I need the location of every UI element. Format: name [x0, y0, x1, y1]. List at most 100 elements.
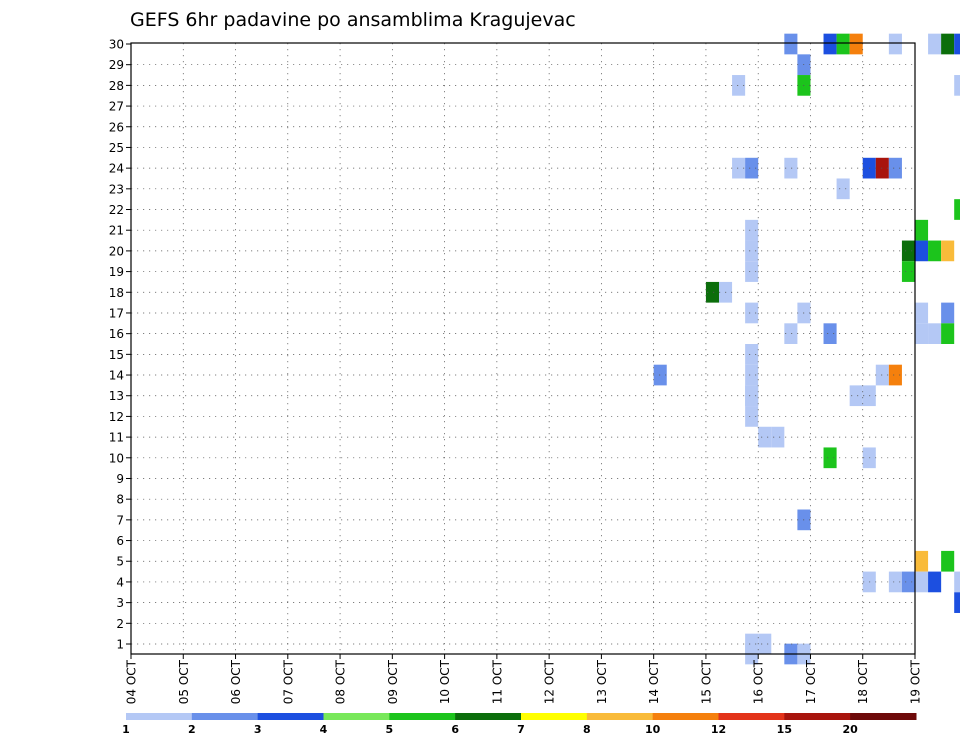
y-tick-label: 28: [109, 79, 124, 93]
precip-cell: [941, 550, 955, 572]
x-tick-label: 17 OCT: [804, 659, 818, 704]
data-cells: [653, 33, 960, 665]
precip-cell: [954, 199, 960, 220]
y-tick-label: 11: [109, 431, 124, 445]
precip-cell: [745, 406, 759, 427]
grid-lines: [131, 43, 915, 654]
precip-cell: [732, 157, 746, 179]
precip-cell: [784, 157, 798, 179]
x-tick-label: 18 OCT: [856, 659, 870, 704]
y-tick-label: 10: [109, 451, 124, 465]
y-tick-label: 8: [116, 493, 124, 507]
precip-cell: [784, 323, 798, 344]
y-tick-label: 21: [109, 224, 124, 238]
colorbar-swatch: [257, 713, 324, 720]
precip-cell: [954, 592, 960, 613]
x-tick-label: 12 OCT: [543, 659, 557, 704]
precip-cell: [849, 385, 863, 407]
precip-cell: [758, 426, 772, 448]
y-tick-label: 24: [109, 162, 124, 176]
precip-cell: [653, 364, 667, 386]
precip-cell: [745, 364, 759, 386]
precip-cell: [836, 178, 850, 200]
precip-cell: [745, 302, 759, 324]
colorbar-label: 12: [711, 723, 726, 736]
precip-cell: [954, 33, 960, 55]
x-tick-label: 10 OCT: [438, 659, 452, 704]
precip-cell: [705, 281, 719, 303]
x-tick-label: 16 OCT: [752, 659, 766, 704]
colorbar-swatch: [191, 713, 259, 720]
colorbar-label: 8: [583, 723, 591, 736]
x-tick-label: 15 OCT: [699, 659, 713, 704]
x-tick-label: 19 OCT: [909, 659, 923, 704]
colorbar-label: 6: [451, 723, 459, 736]
x-tick-label: 09 OCT: [386, 659, 400, 704]
precip-cell: [941, 240, 955, 262]
x-tick-label: 13 OCT: [595, 659, 609, 704]
precip-cell: [915, 323, 929, 344]
y-tick-label: 30: [109, 38, 124, 52]
x-tick-label: 14 OCT: [647, 659, 661, 704]
y-tick-label: 29: [109, 58, 124, 72]
colorbar-label: 7: [517, 723, 525, 736]
colorbar-swatch: [586, 713, 654, 720]
y-tick-label: 4: [116, 575, 124, 589]
precip-cell: [784, 33, 798, 55]
x-tick-label: 11 OCT: [490, 659, 504, 704]
precip-cell: [745, 261, 759, 282]
precip-cell: [823, 447, 837, 469]
y-tick-label: 12: [109, 410, 124, 424]
precip-cell: [941, 323, 955, 344]
colorbar-swatch: [652, 713, 719, 720]
y-tick-label: 7: [116, 513, 124, 527]
precip-cell: [823, 33, 837, 55]
precip-cell: [901, 261, 915, 282]
precip-cell: [954, 75, 960, 96]
precip-cell: [915, 240, 929, 262]
colorbar-swatch: [389, 713, 456, 720]
precip-cell: [928, 323, 942, 344]
precip-cell: [732, 75, 746, 96]
y-tick-label: 2: [116, 617, 124, 631]
precip-cell: [928, 571, 942, 593]
precip-cell: [745, 219, 759, 241]
precip-cell: [771, 426, 785, 448]
precip-cell: [745, 385, 759, 407]
colorbar-label: 5: [386, 723, 394, 736]
colorbar-label: 3: [254, 723, 262, 736]
precip-cell: [888, 33, 902, 55]
colorbar-swatch: [521, 713, 588, 720]
precip-cell: [901, 571, 915, 593]
precip-cell: [745, 240, 759, 262]
y-tick-label: 14: [109, 369, 124, 383]
y-tick-label: 9: [116, 472, 124, 486]
precip-cell: [901, 240, 915, 262]
x-tick-label: 08 OCT: [334, 659, 348, 704]
y-tick-label: 23: [109, 182, 124, 196]
y-tick-label: 26: [109, 120, 124, 134]
plot-frame: [130, 42, 916, 655]
x-tick-label: 05 OCT: [177, 659, 191, 704]
y-tick-label: 13: [109, 389, 124, 403]
precip-cell: [745, 633, 759, 655]
colorbar-label: 10: [645, 723, 661, 736]
precip-cell: [849, 33, 863, 55]
precip-cell: [941, 33, 955, 55]
precip-cell: [888, 364, 902, 386]
y-tick-label: 18: [109, 286, 124, 300]
colorbar-swatch: [323, 713, 390, 720]
precip-cell: [745, 344, 759, 365]
precip-cell: [875, 364, 889, 386]
y-tick-label: 19: [109, 265, 124, 279]
precip-cell: [915, 302, 929, 324]
x-tick-label: 06 OCT: [229, 659, 243, 704]
precip-cell: [928, 240, 942, 262]
x-axis-ticks: 04 OCT 05 OCT 06 OCT 07 OCT 08 OCT 09 OCT 10 O…: [125, 654, 923, 704]
precip-cell: [915, 219, 929, 241]
colorbar-swatch: [126, 713, 193, 720]
y-tick-label: 20: [109, 244, 124, 258]
precip-cell: [928, 33, 942, 55]
colorbar-label: 4: [320, 723, 328, 736]
